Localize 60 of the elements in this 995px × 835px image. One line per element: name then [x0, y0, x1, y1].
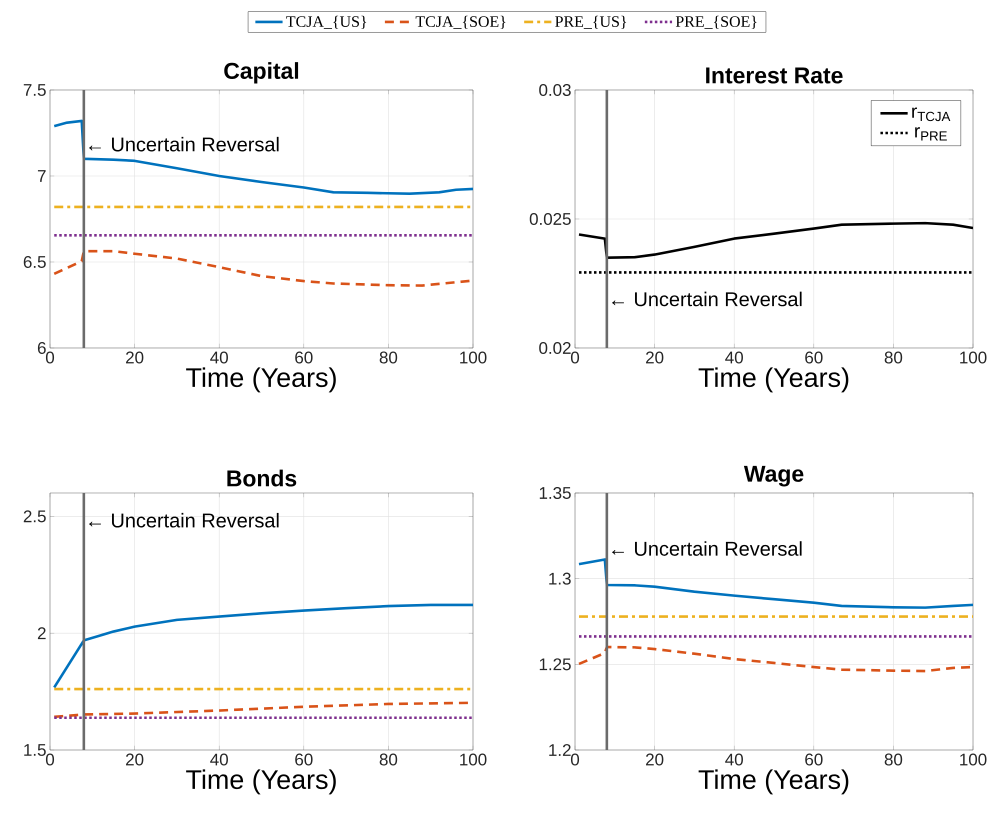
x-tick-label: 100 [460, 754, 486, 766]
x-tick-label: 40 [210, 352, 228, 364]
x-axis-title: Time (Years) [186, 367, 336, 392]
x-axis-title: Time (Years) [698, 769, 848, 794]
chart-title: Wage [744, 466, 804, 487]
y-tick-label: 0.02 [539, 342, 571, 354]
y-tick-label: 7 [38, 170, 46, 182]
y-tick-label: 1.5 [24, 744, 46, 756]
line-series [578, 558, 974, 609]
ref-line-label: ← Uncertain Reversal [89, 512, 279, 528]
x-tick-label: 100 [960, 754, 986, 766]
x-tick-label: 60 [295, 352, 313, 364]
x-tick-label: 0 [570, 754, 580, 766]
x-tick-label: 60 [805, 352, 823, 364]
legend-label: r$_{PRE}$ [915, 127, 947, 141]
y-tick-label: 6.5 [24, 256, 46, 268]
legend-label: TCJA_{SOE} [416, 16, 506, 29]
chart-title: Capital [224, 62, 298, 84]
ref-line-label: ← Uncertain Reversal [89, 136, 279, 152]
y-tick-label: 1.25 [540, 658, 571, 670]
x-tick-label: 100 [460, 352, 486, 364]
x-tick-label: 20 [126, 754, 144, 766]
x-tick-label: 0 [46, 754, 54, 766]
x-tick-label: 20 [646, 754, 664, 766]
y-tick-label: 7.5 [24, 84, 46, 96]
legend-label: TCJA_{US} [286, 16, 366, 29]
x-tick-label: 40 [725, 754, 743, 766]
x-tick-label: 80 [884, 754, 902, 766]
x-tick-label: 60 [805, 754, 823, 766]
x-tick-label: 0 [46, 352, 54, 364]
ref-line-label: ← Uncertain Reversal [612, 292, 802, 306]
y-tick-label: 2.5 [24, 510, 46, 522]
x-tick-label: 40 [725, 352, 743, 364]
x-axis-title: Time (Years) [698, 367, 848, 392]
legend-label: PRE_{US} [555, 16, 626, 29]
line-series [578, 222, 974, 259]
y-tick-label: 0.025 [530, 212, 571, 225]
x-tick-label: 20 [646, 352, 664, 364]
y-tick-label: 6 [38, 342, 46, 354]
x-tick-label: 80 [380, 352, 398, 364]
x-tick-label: 80 [380, 754, 398, 766]
chart-title: Interest Rate [706, 68, 843, 84]
x-tick-label: 100 [960, 352, 986, 364]
y-tick-label: 1.35 [540, 487, 571, 499]
x-tick-label: 40 [210, 754, 228, 766]
chart-title: Bonds [227, 470, 296, 486]
x-tick-label: 20 [126, 352, 144, 364]
x-tick-label: 60 [295, 754, 313, 766]
y-tick-label: 1.3 [549, 572, 571, 585]
y-tick-label: 1.2 [549, 744, 571, 756]
y-tick-label: 2 [38, 627, 46, 640]
x-tick-label: 80 [884, 352, 902, 364]
y-tick-label: 0.03 [539, 84, 571, 96]
x-axis-title: Time (Years) [186, 769, 336, 794]
legend-label: PRE_{SOE} [676, 16, 757, 29]
line-series [52, 120, 474, 196]
x-tick-label: 0 [570, 352, 580, 364]
ref-line-label: ← Uncertain Reversal [612, 541, 802, 556]
line-series [52, 604, 474, 689]
legend-label: r$_{TCJA}$ [912, 108, 950, 122]
